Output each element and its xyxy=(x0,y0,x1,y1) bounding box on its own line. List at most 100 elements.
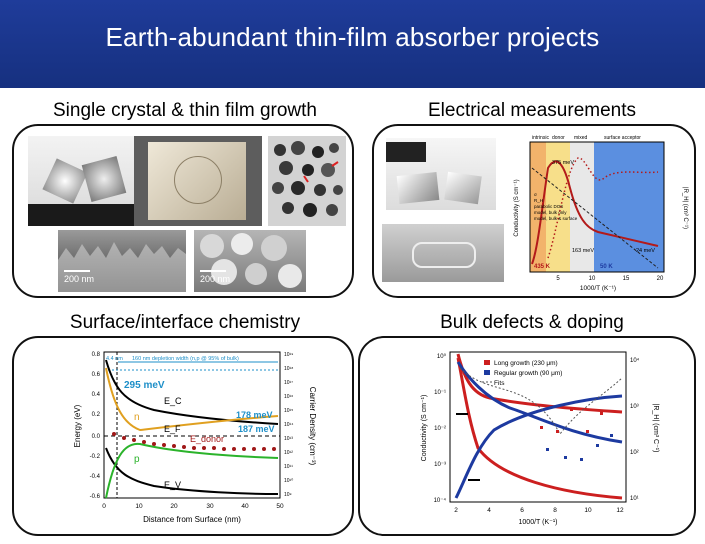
region-label-3: mixed xyxy=(574,135,588,141)
y2-tick-3: 10¹⁷ xyxy=(284,380,293,386)
sigma-curve xyxy=(531,160,659,265)
x-tick-0: 0 xyxy=(102,503,106,510)
y-axis-label: Conductivity (S cm⁻¹) xyxy=(514,179,520,236)
annot-depletion: 160 nm depletion width (n,p @ 95% of bul… xyxy=(132,356,239,362)
growth-panel: 200 nm 200 nm xyxy=(12,124,354,298)
legend-rh: R_H xyxy=(534,198,543,203)
y-tick-5: 0.0 xyxy=(92,434,101,440)
y-tick-8: -0.6 xyxy=(90,494,101,500)
electrical-title: Electrical measurements xyxy=(427,100,637,121)
annot-295: 295 meV xyxy=(124,380,165,391)
bulk-title: Bulk defects & doping xyxy=(440,312,624,333)
y2-tick-10: 10¹⁰ xyxy=(284,478,293,484)
n-curve xyxy=(105,367,279,432)
region-label-2: donor xyxy=(552,135,565,141)
scale-bar-2: 200 nm xyxy=(200,270,231,284)
y-tick-6: -0.2 xyxy=(90,454,101,460)
x-tick-2: 2 xyxy=(454,507,458,514)
label-edonor: E_donor xyxy=(190,434,224,444)
legend-regular-swatch xyxy=(484,370,490,375)
legend-model-bulk: model, bulk only xyxy=(534,210,567,215)
title-bar: Earth-abundant thin-film absorber projec… xyxy=(0,0,705,88)
p-curve xyxy=(105,442,279,499)
y2-tick-1: 10⁴ xyxy=(630,357,640,364)
x-tick-15: 15 xyxy=(623,276,630,282)
contact-photo xyxy=(382,224,504,282)
electrical-panel: intrinsic donor mixed surface acceptor 3… xyxy=(372,124,696,298)
label-n: n xyxy=(134,412,140,423)
label-p: p xyxy=(134,454,140,465)
region-surface xyxy=(594,142,664,272)
legend-dos: parabolic DOS xyxy=(534,204,563,209)
x-axis-label: 1000/T (K⁻¹) xyxy=(519,519,558,526)
long-growth-rh xyxy=(456,357,623,500)
regular-growth-rh xyxy=(456,361,623,444)
surface-title: Surface/interface chemistry xyxy=(69,312,301,333)
growth-title: Single crystal & thin film growth xyxy=(53,100,317,121)
bulk-plot-frame xyxy=(449,351,627,503)
regular-growth-sigma xyxy=(454,394,623,499)
label-ec: E_C xyxy=(164,396,182,406)
annot-4-4nm: 4.4 nm xyxy=(106,356,123,362)
x-tick-5: 5 xyxy=(556,276,560,282)
band-plot-frame xyxy=(103,351,281,499)
long-growth-sigma xyxy=(456,353,623,414)
crystal-photo xyxy=(28,136,142,226)
y2-tick-4: 10¹⁶ xyxy=(284,394,293,400)
x-tick-20: 20 xyxy=(657,276,664,282)
sample-photo xyxy=(386,138,496,210)
x-tick-50: 50 xyxy=(276,503,284,510)
annot-187: 187 meV xyxy=(238,424,275,434)
x-tick-10: 10 xyxy=(589,276,596,282)
scale-bar-1: 200 nm xyxy=(64,270,95,284)
y-tick-4: 0.2 xyxy=(92,412,101,418)
x-axis-label: 1000/T (K⁻¹) xyxy=(580,285,616,292)
region-intrinsic xyxy=(530,142,546,272)
legend-model-both: model, bulk & surface xyxy=(534,216,578,221)
energy-label-2: 163 meV xyxy=(572,248,594,254)
fits-curve xyxy=(459,367,623,435)
legend-long-swatch xyxy=(484,360,490,365)
region-mixed xyxy=(570,142,594,272)
nanoparticle-tem xyxy=(268,136,346,226)
temp-label-1: 435 K xyxy=(534,264,551,270)
y-tick-2: 10⁻¹ xyxy=(434,390,446,396)
model-bulk-curve xyxy=(531,167,659,269)
electrical-chart: intrinsic donor mixed surface acceptor 3… xyxy=(514,135,688,292)
y-axis-label: Conductivity (S cm⁻¹) xyxy=(421,395,428,462)
legend-long: Long growth (230 μm) xyxy=(494,360,558,367)
y2-tick-8: 10¹² xyxy=(284,450,293,456)
y-tick-7: -0.4 xyxy=(90,474,101,480)
temp-label-2: 50 K xyxy=(600,264,613,270)
y2-axis-label: Carrier Density (cm⁻³) xyxy=(308,387,317,466)
y-tick-5: 10⁻⁴ xyxy=(434,497,447,504)
region-label-1: intrinsic xyxy=(532,135,549,141)
x-tick-12: 12 xyxy=(616,507,624,514)
bulk-panel: Long growth (230 μm) Regular growth (90 … xyxy=(358,336,696,536)
annot-178: 178 meV xyxy=(236,410,273,420)
x-tick-10: 10 xyxy=(135,503,143,510)
energy-label-1: 375 meV xyxy=(552,160,574,166)
legend-sigma: σ xyxy=(534,192,537,197)
y-tick-1: 10⁰ xyxy=(437,353,447,360)
rh-curve xyxy=(547,157,659,259)
x-tick-40: 40 xyxy=(241,503,249,510)
x-axis-label: Distance from Surface (nm) xyxy=(143,515,241,524)
x-tick-4: 4 xyxy=(487,507,491,514)
y2-axis-label: |R_H| (cm³ C⁻¹) xyxy=(652,404,659,453)
y-tick-4: 10⁻³ xyxy=(434,462,446,468)
y2-tick-3: 10² xyxy=(630,450,639,456)
y2-tick-1: 10¹⁹ xyxy=(284,352,293,358)
x-tick-30: 30 xyxy=(206,503,214,510)
plot-frame xyxy=(529,141,665,273)
y2-tick-11: 10⁹ xyxy=(284,492,292,498)
label-ev: E_V xyxy=(164,480,181,490)
wafer-photo xyxy=(134,136,262,226)
surface-panel: 4.4 nm 160 nm depletion width (n,p @ 95%… xyxy=(12,336,354,536)
legend-fits: Fits xyxy=(494,380,505,387)
bulk-chart: Long growth (230 μm) Regular growth (90 … xyxy=(421,351,659,526)
region-label-4: surface acceptor xyxy=(604,135,641,141)
y-tick-3: 0.4 xyxy=(92,392,101,398)
x-tick-10: 10 xyxy=(584,507,592,514)
label-ef: E_F xyxy=(164,424,181,434)
